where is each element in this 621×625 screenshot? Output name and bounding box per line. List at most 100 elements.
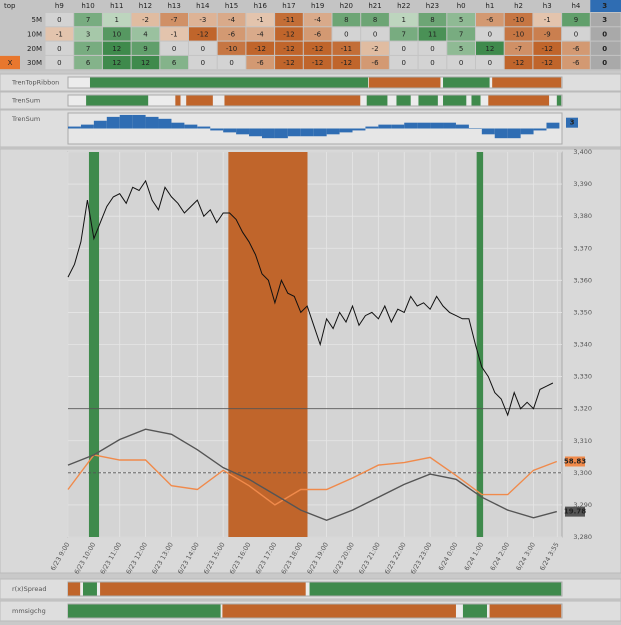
cell-value: 0: [602, 30, 607, 38]
cell: [389, 41, 418, 55]
cell-value: 8: [344, 16, 348, 24]
cell: [275, 41, 303, 55]
cell: [504, 13, 533, 27]
histogram-bar: [171, 122, 185, 129]
column-header: h4: [572, 2, 581, 10]
cell-value: -11: [283, 16, 294, 24]
column-header: h16: [254, 2, 268, 10]
histogram-bar: [249, 128, 262, 137]
row-marker: X: [8, 59, 13, 67]
cell: [189, 13, 217, 27]
panel-title: mmsigchg: [12, 607, 46, 615]
y-tick-label: 3,350: [573, 308, 592, 316]
cell: [217, 55, 246, 70]
cell: [418, 55, 447, 70]
cell: [533, 13, 562, 27]
cell-value: 3: [602, 16, 607, 24]
histogram-bar: [313, 128, 327, 137]
cell: [45, 55, 74, 70]
cell-value: 5: [459, 45, 463, 53]
histogram-bar: [365, 126, 379, 129]
panel-title: TrenTopRibbon: [11, 79, 59, 87]
y-tick-label: 3,370: [573, 244, 592, 252]
histogram-bar: [326, 128, 340, 135]
cell-value: -12: [283, 59, 294, 67]
cell: [160, 13, 188, 27]
ribbon-segment: [224, 95, 361, 106]
histogram-bar: [430, 122, 444, 129]
cell-value: 12: [141, 59, 150, 67]
histogram-bar: [119, 114, 133, 129]
cell: [102, 27, 131, 41]
histogram-bar: [132, 114, 146, 129]
histogram-bar: [546, 122, 560, 129]
cell-value: 9: [143, 45, 147, 53]
histogram-bar: [520, 128, 534, 135]
ribbon-segment: [89, 77, 369, 88]
histogram-bar: [197, 126, 211, 129]
end-label: 58.83: [564, 458, 586, 466]
column-header: h17: [282, 2, 295, 10]
histogram-bar: [352, 128, 366, 131]
cell-value: 0: [402, 59, 406, 67]
row-marker-bg: [0, 55, 20, 70]
column-header: h14: [196, 2, 210, 10]
cell: [45, 13, 74, 27]
cell: [447, 55, 475, 70]
cell: [160, 27, 188, 41]
row-label: 30M: [27, 59, 42, 67]
cell: [533, 55, 562, 70]
histogram-bar: [68, 126, 81, 129]
end-label: 19.78: [564, 508, 586, 516]
cell-value: 0: [229, 59, 233, 67]
histogram-bar: [236, 128, 250, 135]
histogram-bar: [481, 128, 495, 135]
cell: [189, 27, 217, 41]
cell: [131, 27, 160, 41]
header-badge: [590, 0, 621, 12]
cell: [476, 13, 504, 27]
y-tick-label: 3,380: [573, 212, 592, 220]
cell: [389, 55, 418, 70]
cell: [303, 13, 332, 27]
cell: [361, 55, 389, 70]
column-header: h19: [311, 2, 324, 10]
cell-value: 0: [488, 30, 492, 38]
cell-value: -1: [171, 30, 178, 38]
cell: [74, 27, 102, 41]
ribbon-segment: [462, 604, 487, 618]
column-header: h22: [397, 2, 410, 10]
ribbon-segment: [175, 95, 181, 106]
column-header: h23: [426, 2, 439, 10]
cell: [131, 55, 160, 70]
cell: [189, 55, 217, 70]
cell: [246, 55, 275, 70]
cell: [332, 27, 361, 41]
histogram-bar: [210, 128, 224, 131]
cell-value: -6: [572, 59, 580, 67]
cell: [246, 27, 275, 41]
cell-value: 0: [602, 59, 607, 67]
cell-value: -12: [312, 59, 323, 67]
cell: [160, 41, 188, 55]
cell: [447, 13, 475, 27]
cell: [131, 41, 160, 55]
ribbon-segment: [222, 604, 456, 618]
cell-value: 9: [574, 16, 578, 24]
cell: [361, 41, 389, 55]
cell-value: 4: [143, 30, 148, 38]
histogram-bar: [287, 128, 301, 137]
cell: [533, 27, 562, 41]
cell-value: 0: [430, 59, 434, 67]
cell-value: -6: [314, 30, 322, 38]
ribbon-segment: [396, 95, 411, 106]
row-label: 10M: [27, 30, 42, 38]
y-tick-label: 3,310: [573, 437, 592, 445]
cell-value: 0: [430, 45, 434, 53]
cell-value: 0: [57, 16, 61, 24]
cell: [189, 41, 217, 55]
column-header: h13: [167, 2, 180, 10]
y-tick-label: 3,300: [573, 469, 592, 477]
cell: [562, 55, 590, 70]
